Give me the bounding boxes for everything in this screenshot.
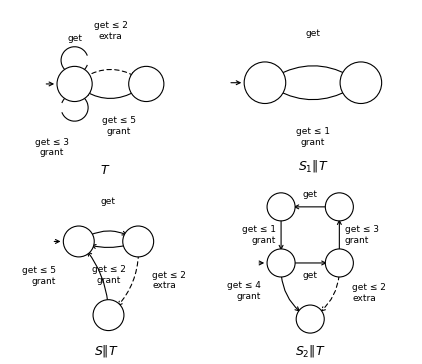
FancyArrowPatch shape xyxy=(118,254,138,305)
FancyArrowPatch shape xyxy=(338,221,341,250)
FancyArrowPatch shape xyxy=(85,70,135,77)
Text: get ≤ 5
grant: get ≤ 5 grant xyxy=(22,266,56,286)
Text: get: get xyxy=(303,270,318,280)
Text: get ≤ 5
grant: get ≤ 5 grant xyxy=(102,116,135,136)
FancyArrowPatch shape xyxy=(279,219,283,249)
Text: get ≤ 2
extra: get ≤ 2 extra xyxy=(152,271,187,290)
Circle shape xyxy=(123,226,154,257)
Circle shape xyxy=(340,62,381,103)
Circle shape xyxy=(267,193,295,221)
Text: $S\|T$: $S\|T$ xyxy=(94,343,119,359)
Circle shape xyxy=(129,66,164,102)
FancyArrowPatch shape xyxy=(92,245,126,248)
FancyArrowPatch shape xyxy=(281,276,299,311)
FancyArrowPatch shape xyxy=(88,252,108,302)
Circle shape xyxy=(267,249,295,277)
Circle shape xyxy=(57,66,92,102)
Circle shape xyxy=(63,226,94,257)
Text: get ≤ 3
grant: get ≤ 3 grant xyxy=(345,225,379,245)
Text: get ≤ 4
grant: get ≤ 4 grant xyxy=(227,281,260,301)
Circle shape xyxy=(93,300,124,331)
Text: get: get xyxy=(303,190,318,199)
FancyArrowPatch shape xyxy=(277,89,350,100)
FancyArrowPatch shape xyxy=(86,91,136,98)
Text: get ≤ 1
grant: get ≤ 1 grant xyxy=(242,225,276,245)
Text: get: get xyxy=(306,29,320,38)
FancyArrowPatch shape xyxy=(89,231,126,235)
Text: get: get xyxy=(101,197,116,206)
Text: $S_1\|T$: $S_1\|T$ xyxy=(298,158,328,174)
Text: $S_2\|T$: $S_2\|T$ xyxy=(295,344,325,359)
Circle shape xyxy=(325,249,353,277)
Circle shape xyxy=(296,305,324,333)
Circle shape xyxy=(244,62,286,103)
Circle shape xyxy=(325,193,353,221)
Text: get ≤ 2
extra: get ≤ 2 extra xyxy=(94,21,127,41)
FancyArrowPatch shape xyxy=(321,276,339,311)
Text: $T$: $T$ xyxy=(100,164,111,177)
FancyArrowPatch shape xyxy=(294,261,326,265)
Text: get ≤ 2
grant: get ≤ 2 grant xyxy=(92,265,125,285)
Text: get ≤ 1
grant: get ≤ 1 grant xyxy=(296,127,330,147)
FancyArrowPatch shape xyxy=(276,66,349,76)
Text: get ≤ 2
extra: get ≤ 2 extra xyxy=(352,284,386,303)
Text: get ≤ 3
grant: get ≤ 3 grant xyxy=(35,138,69,158)
Text: get: get xyxy=(67,34,82,43)
FancyArrowPatch shape xyxy=(295,205,327,209)
